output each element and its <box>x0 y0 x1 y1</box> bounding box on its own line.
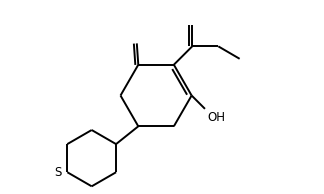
Text: OH: OH <box>207 111 225 124</box>
Text: S: S <box>55 166 62 179</box>
